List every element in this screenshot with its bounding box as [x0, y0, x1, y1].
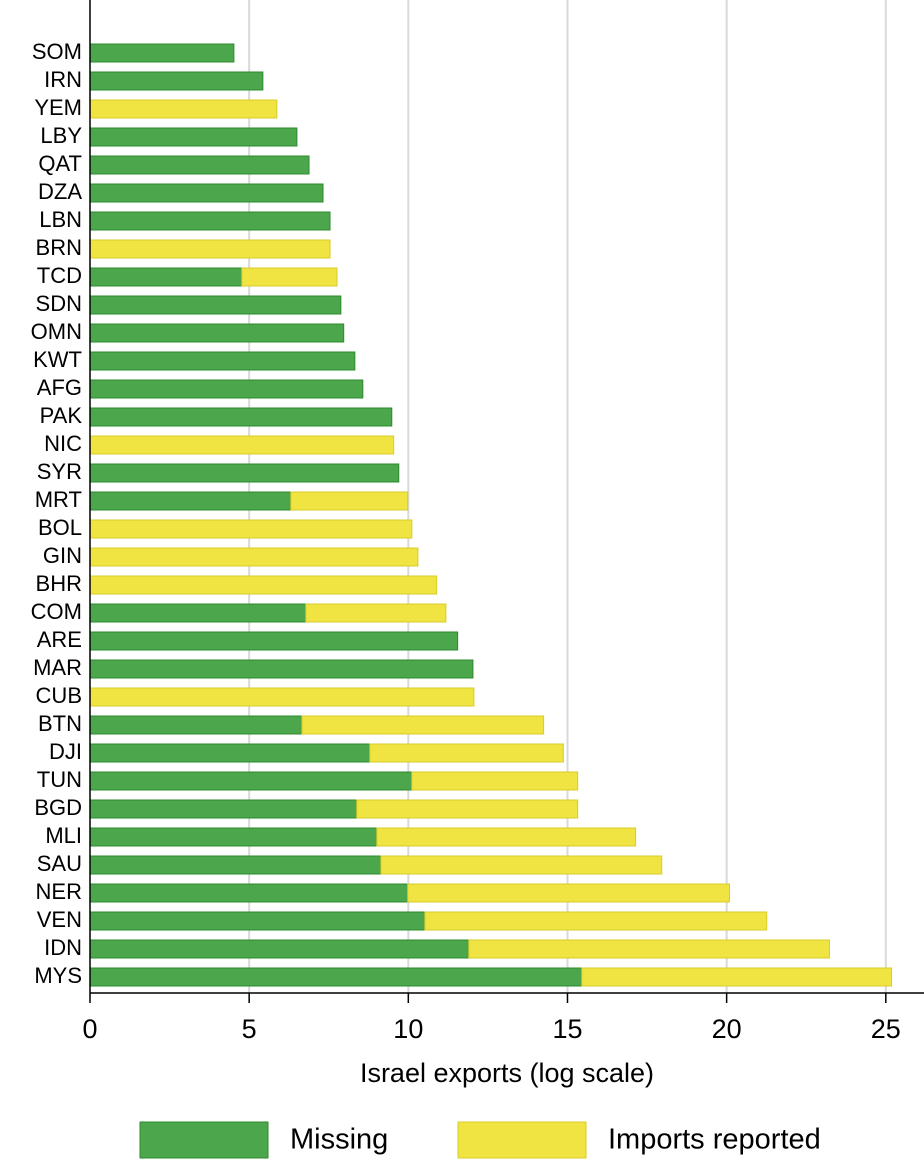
- y-tick-label: OMN: [31, 319, 82, 344]
- bar-segment: [290, 491, 409, 511]
- bar-segment: [89, 155, 310, 175]
- x-tick-label: 10: [393, 1014, 423, 1044]
- bar-segment: [89, 799, 358, 819]
- y-tick-label: NIC: [44, 431, 82, 456]
- y-tick-label: IDN: [44, 935, 82, 960]
- bar-segment: [89, 351, 356, 371]
- bar-segment: [376, 827, 637, 847]
- y-tick-label: GIN: [43, 543, 82, 568]
- bar-segment: [89, 939, 470, 959]
- y-tick-label: KWT: [33, 347, 82, 372]
- bar-segment: [89, 295, 342, 315]
- y-tick-label: BTN: [38, 711, 82, 736]
- legend-label: Missing: [290, 1124, 388, 1156]
- bar-segment: [89, 547, 419, 567]
- bar-segment: [89, 43, 235, 63]
- y-tick-label: QAT: [38, 151, 82, 176]
- bar-segment: [89, 379, 364, 399]
- legend-swatch: [457, 1121, 587, 1159]
- y-tick-label: BGD: [34, 795, 82, 820]
- y-tick-label: NER: [36, 879, 82, 904]
- y-tick-label: SYR: [37, 459, 82, 484]
- bar-segment: [369, 743, 564, 763]
- y-tick-label: TCD: [37, 263, 82, 288]
- y-tick-label: VEN: [37, 907, 82, 932]
- bar-segment: [424, 911, 768, 931]
- bar-segment: [89, 743, 371, 763]
- bar-segment: [89, 211, 331, 231]
- bar-segment: [89, 99, 278, 119]
- legend-label: Imports reported: [608, 1124, 821, 1156]
- x-tick-label: 5: [242, 1014, 257, 1044]
- bar-segment: [89, 827, 378, 847]
- y-tick-label: ARE: [37, 627, 82, 652]
- bar-segment: [89, 407, 393, 427]
- bar-segment: [89, 127, 298, 147]
- y-tick-label: AFG: [37, 375, 82, 400]
- y-tick-label: BHR: [36, 571, 82, 596]
- bar-segment: [89, 687, 475, 707]
- bar-segment: [356, 799, 579, 819]
- y-tick-label: IRN: [44, 67, 82, 92]
- bar-segment: [89, 183, 324, 203]
- x-tick-label: 15: [552, 1014, 582, 1044]
- bar-segment: [89, 631, 459, 651]
- y-tick-label: LBY: [40, 123, 82, 148]
- legend-swatch: [139, 1121, 269, 1159]
- bar-segment: [89, 883, 409, 903]
- x-tick-label: 25: [871, 1014, 901, 1044]
- bar-segment: [89, 659, 474, 679]
- x-tick-label: 20: [712, 1014, 742, 1044]
- y-tick-label: MRT: [35, 487, 82, 512]
- y-tick-label: DJI: [49, 739, 82, 764]
- y-tick-label: LBN: [39, 207, 82, 232]
- y-tick-label: MAR: [33, 655, 82, 680]
- bar-segment: [89, 491, 292, 511]
- bar-segment: [411, 771, 579, 791]
- bar-segment: [89, 239, 331, 259]
- bar-segment: [581, 967, 893, 987]
- bar-segment: [301, 715, 545, 735]
- y-tick-label: BOL: [38, 515, 82, 540]
- bar-segment: [89, 855, 382, 875]
- bar-segment: [89, 71, 264, 91]
- y-tick-label: DZA: [38, 179, 82, 204]
- y-tick-label: SAU: [37, 851, 82, 876]
- bar-segment: [89, 323, 345, 343]
- bar-segment: [89, 463, 400, 483]
- bar-segment: [89, 715, 303, 735]
- bar-segment: [407, 883, 731, 903]
- y-tick-label: MYS: [34, 963, 82, 988]
- bar-segment: [89, 603, 307, 623]
- x-axis-label: Israel exports (log scale): [360, 1058, 654, 1088]
- bar-segment: [89, 267, 243, 287]
- y-tick-label: MLI: [45, 823, 82, 848]
- y-tick-label: TUN: [37, 767, 82, 792]
- y-tick-label: COM: [31, 599, 82, 624]
- bar-segment: [89, 575, 438, 595]
- bar-segment: [89, 771, 413, 791]
- y-tick-label: BRN: [36, 235, 82, 260]
- y-tick-label: SOM: [32, 39, 82, 64]
- bar-segment: [89, 967, 583, 987]
- y-tick-label: SDN: [36, 291, 82, 316]
- bar-segment: [305, 603, 447, 623]
- bar-segment: [468, 939, 830, 959]
- bar-segment: [89, 519, 413, 539]
- y-tick-label: YEM: [34, 95, 82, 120]
- bar-segment: [89, 911, 426, 931]
- y-tick-label: PAK: [40, 403, 83, 428]
- y-tick-label: CUB: [36, 683, 82, 708]
- bar-segment: [89, 435, 395, 455]
- bar-segment: [241, 267, 338, 287]
- x-tick-label: 0: [82, 1014, 97, 1044]
- bar-segment: [380, 855, 663, 875]
